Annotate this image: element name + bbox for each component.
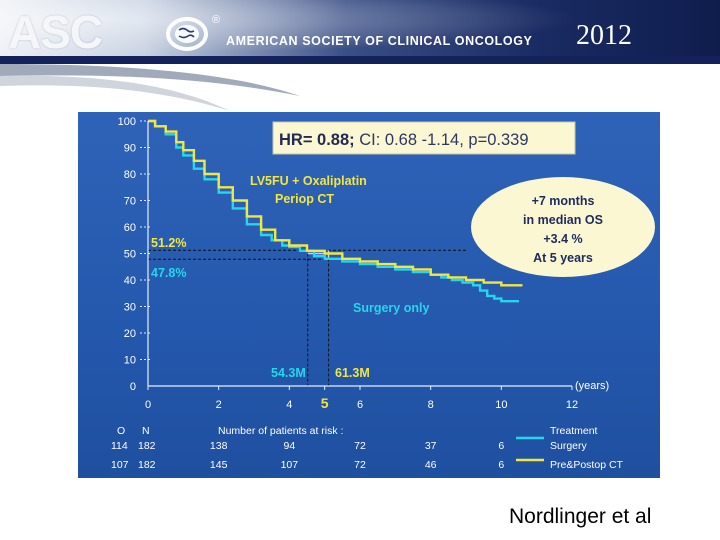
y-tick-label: 10 xyxy=(124,355,136,367)
callout-line: +3.4 % xyxy=(543,232,582,246)
asco-logo-text: ASC xyxy=(8,6,103,58)
x-axis-label: (years) xyxy=(575,380,609,392)
chart-title: HR= 0.88; CI: 0.68 -1.14, p=0.339 xyxy=(279,131,529,149)
hr-value: HR= 0.88; xyxy=(279,131,355,149)
registered-mark: ® xyxy=(212,14,221,26)
risk-count: 37 xyxy=(425,440,437,452)
risk-n-value: 182 xyxy=(138,440,156,452)
citation: Nordlinger et al xyxy=(509,505,652,528)
periop-series-label: Periop CT xyxy=(275,192,334,206)
x-tick-label: 10 xyxy=(495,399,507,411)
callout-line: At 5 years xyxy=(533,251,593,265)
globe-icon xyxy=(166,17,208,51)
surgery-survival-curve xyxy=(148,119,519,303)
median-label-61: 61.3M xyxy=(335,366,370,380)
org-name: AMERICAN SOCIETY OF CLINICAL ONCOLOGY xyxy=(226,34,533,48)
callout-line: in median OS xyxy=(523,213,603,227)
periop-survival-curve xyxy=(148,119,523,287)
risk-treatment: Surgery xyxy=(550,440,588,452)
callout-bubble xyxy=(471,177,655,277)
risk-count: 94 xyxy=(283,440,295,452)
y-tick-label: 80 xyxy=(124,169,136,181)
hr-title-box xyxy=(272,121,576,155)
asco-banner: ASC ® AMERICAN SOCIETY OF CLINICAL ONCOL… xyxy=(0,0,720,64)
x-tick-label: 0 xyxy=(145,399,151,411)
x-tick-label: 2 xyxy=(216,399,222,411)
y-tick-label: 20 xyxy=(124,328,136,340)
ci-value: CI: 0.68 -1.14, p=0.339 xyxy=(355,131,529,149)
risk-count: 145 xyxy=(210,459,228,471)
risk-count: 72 xyxy=(354,440,366,452)
risk-count: 6 xyxy=(498,459,504,471)
surgery-series-label: Surgery only xyxy=(353,301,429,315)
banner-photo-shade xyxy=(0,0,720,64)
survival-chart: 0 10 20 30 40 50 60 70 80 90 100 0 2 4 5 6 8 10 12 HR= 0.8… xyxy=(111,116,655,471)
x-tick-label: 12 xyxy=(566,399,578,411)
risk-table-title: Number of patients at risk : xyxy=(218,425,343,437)
risk-header-o: O xyxy=(117,425,125,437)
median-label-54: 54.3M xyxy=(271,366,306,380)
risk-o-value: 107 xyxy=(111,459,129,471)
y-tick-label: 50 xyxy=(124,249,136,261)
risk-count: 107 xyxy=(281,459,299,471)
y-tick-label: 30 xyxy=(124,302,136,314)
banner-swoosh xyxy=(0,56,720,111)
callout-line: +7 months xyxy=(532,194,595,208)
x-tick-label: 4 xyxy=(286,399,292,411)
y-tick-label: 40 xyxy=(124,275,136,287)
rate-label-51: 51.2% xyxy=(151,236,186,250)
x-tick-label: 6 xyxy=(357,399,363,411)
risk-count: 46 xyxy=(425,459,437,471)
risk-header-n: N xyxy=(142,425,150,437)
risk-o-value: 114 xyxy=(111,440,128,452)
x-tick-label: 8 xyxy=(428,399,434,411)
risk-n-value: 182 xyxy=(138,459,156,471)
risk-header-treatment: Treatment xyxy=(550,425,598,437)
risk-table: O N Number of patients at risk : Treatme… xyxy=(111,425,624,471)
risk-count: 6 xyxy=(498,440,504,452)
x-tick-label: 5 xyxy=(321,395,329,411)
y-tick-label: 70 xyxy=(124,196,136,208)
y-tick-label: 0 xyxy=(130,381,136,393)
risk-treatment: Pre&Postop CT xyxy=(550,459,624,471)
year-label: 2012 xyxy=(576,20,632,51)
survival-chart-panel: 0 10 20 30 40 50 60 70 80 90 100 0 2 4 5 6 8 10 12 HR= 0.8… xyxy=(78,112,660,478)
rate-label-47: 47.8% xyxy=(151,266,186,280)
risk-count: 72 xyxy=(354,459,366,471)
y-tick-label: 90 xyxy=(124,143,136,155)
y-tick-label: 60 xyxy=(124,222,136,234)
y-tick-label: 100 xyxy=(118,116,136,128)
periop-series-label: LV5FU + Oxaliplatin xyxy=(250,174,367,188)
risk-count: 138 xyxy=(210,440,228,452)
